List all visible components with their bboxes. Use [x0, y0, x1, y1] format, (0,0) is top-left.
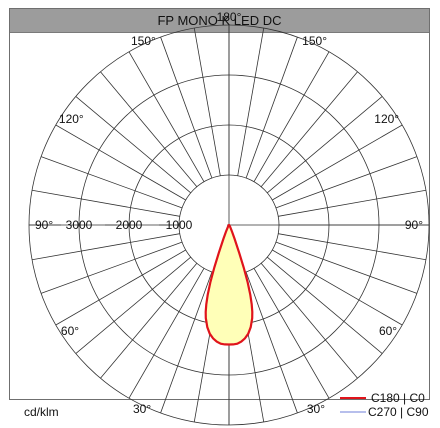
legend-label-c180-c0: C180 | C0 — [371, 391, 425, 405]
grid-spoke — [275, 156, 418, 209]
grid-spoke — [260, 71, 358, 187]
polar-grid — [28, 24, 430, 426]
grid-spoke — [253, 51, 330, 182]
grid-spoke — [272, 124, 403, 201]
grid-spoke — [193, 27, 221, 176]
angle-label: 30° — [133, 402, 151, 416]
grid-spoke — [272, 249, 403, 326]
intensity-curves — [204, 223, 254, 346]
grid-spoke — [75, 96, 191, 194]
angle-label: 120° — [374, 112, 399, 126]
chart-title: FP MONO K LED DC — [10, 9, 429, 33]
grid-spoke — [75, 256, 191, 354]
grid-spoke — [278, 233, 427, 261]
grid-spoke — [40, 156, 183, 209]
angle-label: 150° — [131, 34, 156, 48]
grid-spoke — [160, 271, 213, 414]
grid-spoke — [267, 256, 383, 354]
angle-label: 90° — [35, 218, 53, 232]
polar-labels: 180°150°150°120°120°90°90°60°60°30°30°0°… — [35, 10, 423, 416]
angle-label: 30° — [307, 402, 325, 416]
angle-label: 90° — [405, 218, 423, 232]
curve-c180-c0 — [204, 223, 254, 346]
grid-spoke — [100, 263, 198, 379]
grid-spoke — [275, 241, 418, 294]
grid-spoke — [267, 96, 383, 194]
legend-label-c270-c90: C270 | C90 — [368, 405, 429, 419]
grid-spoke — [278, 189, 427, 217]
grid-spoke — [260, 263, 358, 379]
grid-spoke — [237, 27, 265, 176]
grid-spoke — [253, 268, 330, 399]
grid-spoke — [245, 36, 298, 179]
grid-spoke — [31, 233, 180, 261]
ring-value-label: 2000 — [116, 218, 143, 232]
angle-label: 180° — [217, 10, 242, 24]
grid-spoke — [128, 268, 205, 399]
grid-spoke — [55, 249, 186, 326]
grid-spoke — [245, 271, 298, 414]
grid-spoke — [55, 124, 186, 201]
grid-spoke — [160, 36, 213, 179]
angle-label: 60° — [379, 324, 397, 338]
grid-spoke — [31, 189, 180, 217]
chart-legend: C180 | C0 C270 | C90 — [340, 391, 429, 419]
ring-value-label: 1000 — [166, 218, 193, 232]
unit-label: cd/klm — [24, 405, 59, 419]
grid-spoke — [100, 71, 198, 187]
angle-label: 120° — [59, 112, 84, 126]
angle-label: 150° — [302, 34, 327, 48]
ring-value-label: 3000 — [66, 218, 93, 232]
angle-label: 60° — [61, 324, 79, 338]
grid-spoke — [128, 51, 205, 182]
grid-spoke — [40, 241, 183, 294]
